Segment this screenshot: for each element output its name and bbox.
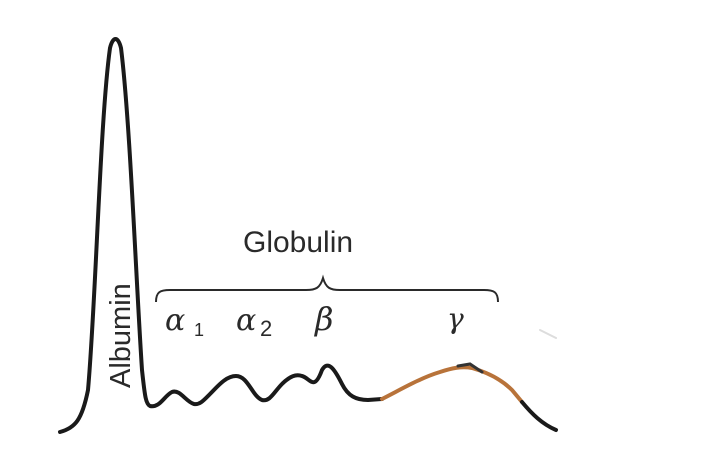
gamma-peak-mark (456, 362, 484, 374)
gamma-region-curve (380, 365, 524, 404)
globulin-brace (155, 274, 499, 303)
albumin-label: Albumin (105, 283, 137, 388)
curve-tail (520, 400, 558, 432)
beta-symbol: β (314, 300, 334, 338)
alpha2-subscript: 2 (260, 316, 272, 341)
globulin-label: Globulin (243, 226, 353, 259)
alpha1-subscript: 1 (194, 320, 204, 340)
alpha1-symbol: α (165, 303, 185, 338)
gamma-smudge-mark (539, 329, 557, 339)
electrophoresis-curve (58, 37, 384, 434)
alpha2-symbol: α (236, 303, 256, 338)
gamma-symbol: γ (447, 302, 464, 335)
